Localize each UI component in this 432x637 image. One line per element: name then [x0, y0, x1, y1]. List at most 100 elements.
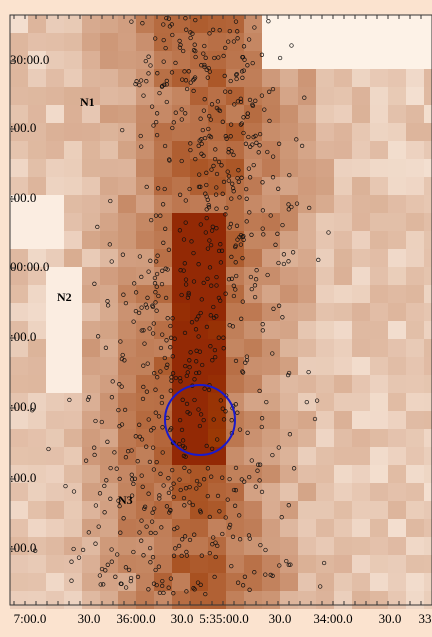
source-point [230, 534, 236, 539]
source-point [168, 345, 173, 350]
source-point [196, 184, 202, 190]
map-cell [82, 285, 100, 303]
map-cell [100, 123, 118, 141]
map-cell [10, 555, 28, 573]
source-point [240, 369, 245, 374]
map-cell [280, 339, 298, 357]
source-point [217, 108, 223, 114]
source-point [260, 328, 265, 333]
source-point [271, 306, 276, 311]
source-point [299, 143, 305, 149]
map-cell [46, 465, 64, 483]
map-cell [118, 105, 136, 123]
source-point [254, 140, 259, 145]
source-point [244, 219, 249, 224]
y-tick-label: :00.0 [10, 540, 36, 555]
source-point [132, 476, 138, 481]
source-point [287, 172, 292, 178]
map-cell [10, 159, 28, 177]
source-point [263, 572, 268, 577]
map-cell [136, 303, 154, 321]
source-point [260, 322, 265, 327]
map-cell [262, 159, 280, 177]
source-point [171, 553, 177, 558]
highlight-circle [164, 384, 236, 456]
map-cell [10, 249, 28, 267]
source-point [139, 274, 144, 280]
map-cell [82, 429, 100, 447]
source-point [209, 446, 215, 451]
source-point [216, 295, 222, 301]
map-cell [298, 105, 316, 123]
source-point [240, 75, 245, 80]
source-point [109, 559, 114, 564]
source-point [239, 175, 244, 180]
map-cell [244, 375, 262, 393]
map-cell [262, 249, 280, 267]
source-point [95, 224, 100, 230]
source-point [233, 402, 238, 407]
map-cell [100, 537, 118, 555]
map-cell [100, 339, 118, 357]
source-point [277, 55, 283, 61]
source-point [141, 93, 146, 98]
map-cell [352, 573, 370, 591]
map-cell [64, 69, 82, 87]
source-point [187, 537, 193, 543]
map-cell [82, 231, 100, 249]
map-cell [388, 303, 406, 321]
map-cell [262, 339, 280, 357]
map-cell [100, 213, 118, 231]
x-tick-label: 30.0 [379, 611, 402, 626]
source-point [105, 562, 110, 567]
source-point [202, 64, 207, 70]
source-point [286, 202, 291, 207]
map-cell [226, 321, 244, 339]
map-cell [136, 15, 154, 33]
map-cell [352, 501, 370, 519]
source-point [280, 315, 285, 320]
source-point [235, 36, 240, 41]
source-point [216, 55, 221, 60]
map-cell [28, 591, 46, 609]
map-cell [298, 465, 316, 483]
map-cell [244, 213, 262, 231]
source-point [203, 591, 208, 597]
map-cell [424, 519, 432, 537]
map-cell [154, 411, 172, 429]
source-point [83, 458, 89, 463]
map-cell [46, 105, 64, 123]
map-cell [244, 33, 262, 51]
source-point [192, 377, 197, 382]
map-cell [136, 465, 154, 483]
map-cell [406, 339, 424, 357]
source-point [238, 122, 244, 127]
map-cell [424, 429, 432, 447]
x-tick-label: 33 [419, 611, 432, 626]
map-cell [388, 177, 406, 195]
map-cell [118, 519, 136, 537]
map-cell [334, 87, 352, 105]
source-point [196, 143, 201, 148]
source-point [286, 503, 291, 508]
source-point [121, 292, 126, 297]
y-tick-label: :00.0 [10, 120, 36, 135]
map-cell [424, 411, 432, 429]
source-point [251, 162, 256, 168]
map-cell [190, 573, 208, 591]
source-point [159, 84, 165, 89]
source-point [118, 581, 123, 586]
source-point [226, 173, 232, 179]
map-cell [208, 15, 226, 33]
source-point [239, 121, 244, 126]
source-point [108, 198, 113, 204]
source-point [208, 242, 214, 248]
source-point [245, 111, 250, 116]
source-point [166, 16, 172, 21]
map-cell [298, 411, 316, 429]
source-point [153, 410, 158, 415]
source-point [237, 195, 242, 200]
source-point [139, 473, 144, 478]
map-cell [352, 303, 370, 321]
source-point [188, 80, 193, 85]
